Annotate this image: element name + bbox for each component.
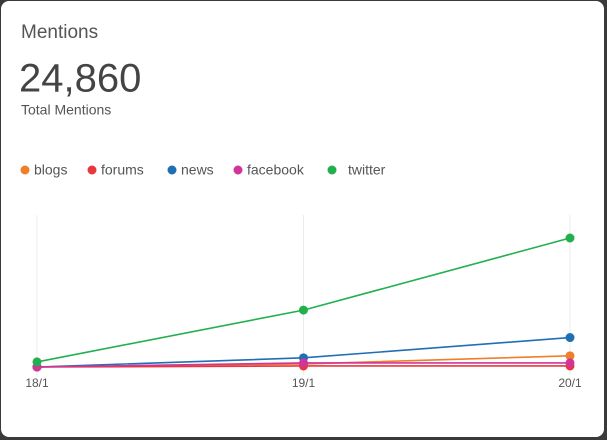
data-point [299, 305, 308, 315]
legend-label: twitter [348, 162, 386, 178]
data-point [565, 351, 575, 361]
data-point [565, 358, 575, 368]
legend-label: news [181, 162, 214, 178]
total-label: Total Mentions [21, 102, 111, 118]
card-title: Mentions [21, 22, 98, 43]
x-tick-label: 20/1 [558, 376, 582, 390]
legend-label: facebook [247, 162, 305, 178]
data-point [565, 333, 575, 343]
legend-dot [167, 165, 177, 175]
legend-dot [87, 165, 97, 175]
x-tick-label: 19/1 [292, 376, 316, 390]
data-point [299, 358, 308, 368]
legend-dot [20, 165, 30, 175]
data-point [32, 357, 42, 367]
legend-label: forums [101, 162, 144, 178]
legend-label: blogs [34, 162, 67, 178]
legend-dot [233, 165, 243, 175]
data-point [565, 233, 575, 243]
x-tick-label: 18/1 [25, 376, 49, 390]
total-value: 24,860 [19, 57, 141, 101]
legend-dot [327, 165, 337, 175]
